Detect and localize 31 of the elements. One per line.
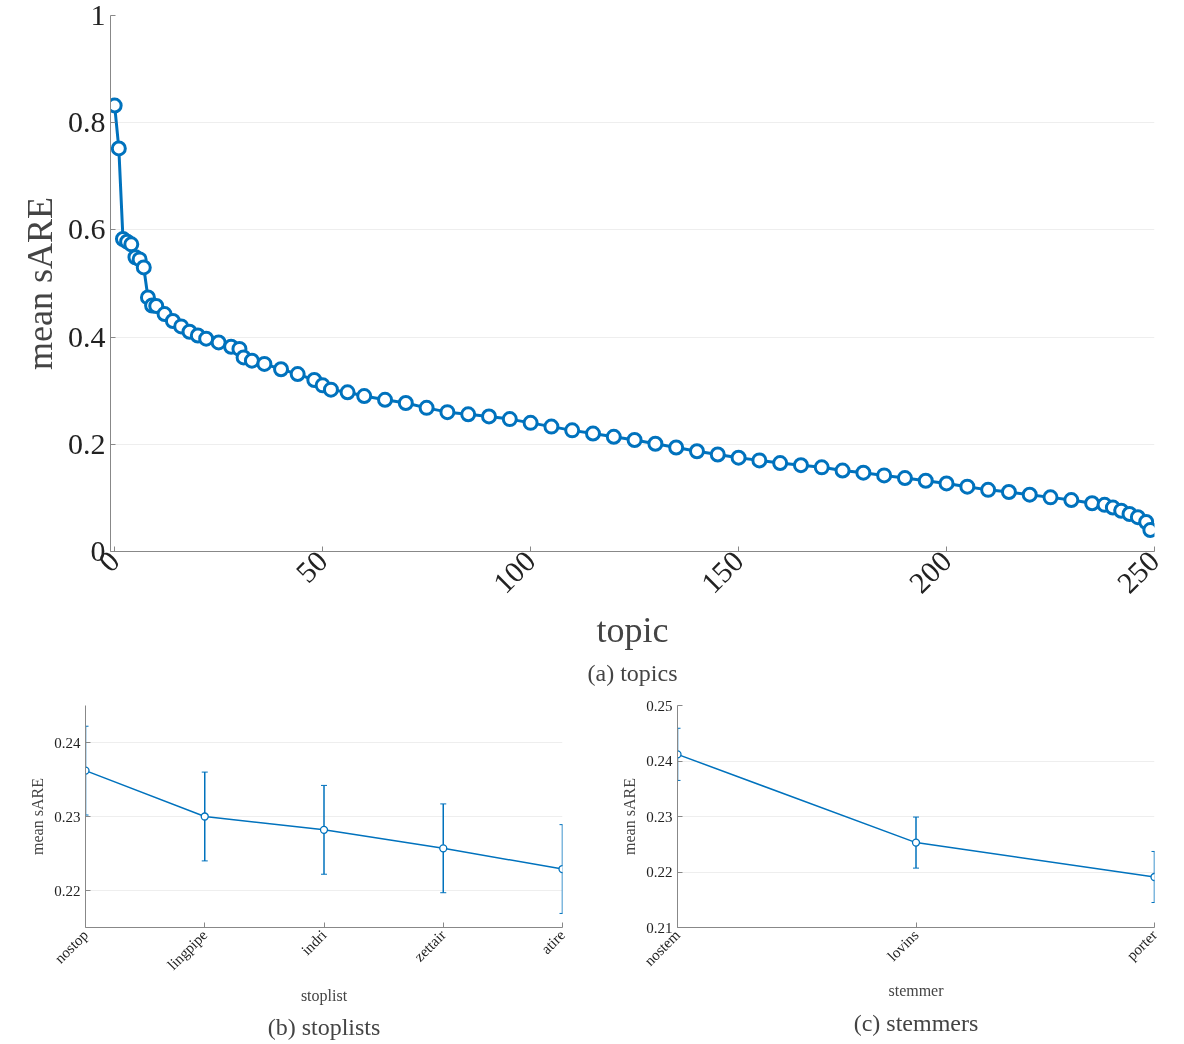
y-tick-label: 0.6 (68, 212, 106, 246)
x-axis-title: topic (596, 609, 669, 650)
y-tick-label: 0.4 (68, 319, 106, 353)
y-tick-label: 0.24 (54, 734, 81, 751)
y-axis-title: mean sARE (29, 778, 47, 855)
x-tick-label: 150 (694, 544, 750, 600)
x-tick-label: 50 (289, 544, 334, 589)
y-tick-label: 0.23 (646, 808, 673, 825)
point (200, 812, 209, 821)
point (439, 844, 448, 853)
x-axis-title: stemmer (888, 982, 945, 1000)
y-tick-label: 0.22 (54, 882, 81, 899)
text: (c) stemmers (853, 1009, 979, 1036)
x-tick-label: 100 (486, 544, 542, 600)
x-axis-title: stoplist (300, 986, 348, 1005)
y-tick-label: 1 (90, 0, 106, 31)
y-tick-label: 0.24 (646, 753, 673, 769)
y-axis-title: mean sARE (20, 197, 60, 370)
y-axis-title: mean sARE (621, 778, 639, 855)
y-tick-label: 0.2 (68, 426, 106, 460)
y-tick-label: 0.22 (646, 864, 673, 880)
point (319, 825, 329, 834)
x-tick-label: atire (538, 926, 569, 957)
text: (b) stoplists (267, 1013, 381, 1040)
text: (a) topics (587, 659, 678, 686)
y-tick-label: 0.21 (646, 919, 673, 936)
y-tick-label: 0.25 (646, 697, 673, 714)
y-tick-label: 0.23 (54, 808, 81, 825)
x-tick-label: 250 (1110, 544, 1166, 600)
x-tick-label: 200 (902, 544, 958, 600)
y-tick-label: 0.8 (68, 105, 106, 139)
